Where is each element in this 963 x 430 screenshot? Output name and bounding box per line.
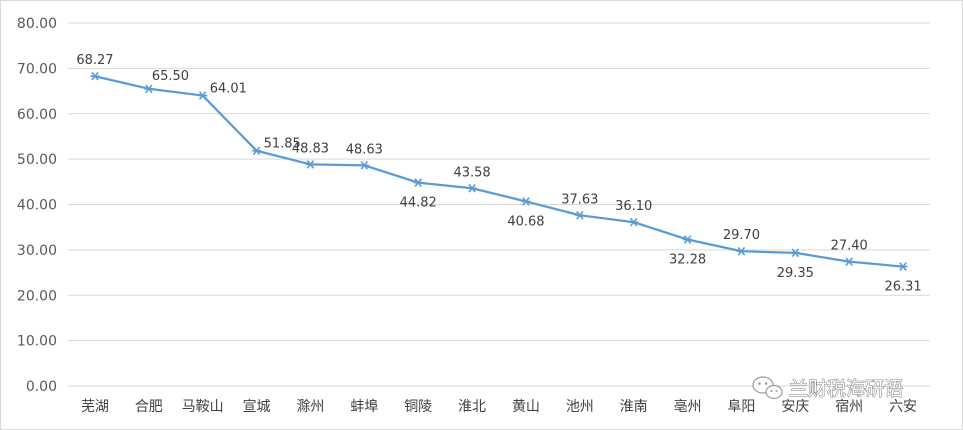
- data-label: 44.82: [400, 196, 437, 211]
- x-category-label: 宣城: [243, 399, 271, 415]
- x-category-label: 铜陵: [404, 399, 432, 415]
- x-category-label: 黄山: [512, 398, 540, 415]
- data-point-marker: [844, 257, 854, 267]
- y-tick-label: 10.00: [17, 334, 57, 350]
- x-axis-categories: 芜湖 合肥 马鞍山 宣城 滁州 蚌埠 铜陵 淮北 黄山 池州 淮南 亳州 阜阳 安庆 宿州 六安: [81, 398, 917, 415]
- data-point-marker: [736, 246, 746, 256]
- x-category-label: 宿州: [835, 398, 863, 415]
- watermark-text: 兰财税海研语: [789, 378, 903, 400]
- data-label: 40.68: [507, 214, 544, 229]
- y-tick-label: 50.00: [17, 152, 57, 168]
- data-label: 51.85: [264, 137, 301, 152]
- y-tick-label: 40.00: [17, 198, 57, 214]
- x-category-label: 滁州: [296, 399, 324, 415]
- x-category-label: 淮南: [620, 399, 648, 415]
- y-tick-label: 70.00: [17, 61, 57, 77]
- y-tick-label: 20.00: [17, 288, 57, 304]
- watermark: 兰财税海研语: [752, 376, 904, 401]
- x-category-label: 亳州: [674, 398, 702, 415]
- data-label: 65.50: [152, 69, 189, 84]
- y-tick-label: 60.00: [17, 107, 57, 123]
- data-point-marker: [575, 210, 585, 220]
- data-point-marker: [467, 183, 477, 193]
- data-label: 68.27: [76, 53, 113, 68]
- data-point-marker: [521, 197, 531, 206]
- data-label: 36.10: [615, 199, 652, 214]
- data-point-marker: [305, 160, 315, 169]
- x-category-label: 淮北: [458, 399, 486, 415]
- x-category-label: 合肥: [135, 399, 163, 415]
- data-point-marker: [898, 262, 908, 271]
- data-point-marker: [90, 71, 100, 81]
- x-category-label: 芜湖: [81, 398, 109, 415]
- data-point-marker: [359, 161, 369, 170]
- x-category-label: 蚌埠: [350, 398, 378, 415]
- y-axis-ticks: 0.00 10.00 20.00 30.00 40.00 50.00 60.00 70.00 8…: [17, 16, 57, 395]
- data-label: 29.35: [777, 266, 814, 281]
- data-label: 26.31: [884, 280, 921, 295]
- data-label: 48.63: [346, 142, 383, 157]
- x-category-label: 阜阳: [727, 398, 755, 415]
- x-category-label: 六安: [889, 399, 917, 415]
- data-label: 48.83: [292, 141, 329, 156]
- data-label: 32.28: [669, 253, 706, 268]
- series-line: [94, 75, 904, 268]
- y-tick-label: 0.00: [26, 379, 57, 395]
- data-label: 43.58: [453, 165, 490, 180]
- series-markers: [90, 71, 908, 271]
- x-category-label: 安庆: [781, 399, 809, 415]
- data-label: 29.70: [723, 228, 760, 243]
- data-point-marker: [413, 178, 423, 187]
- wechat-icon: [752, 376, 783, 400]
- data-point-marker: [144, 84, 154, 94]
- y-tick-label: 80.00: [17, 16, 57, 32]
- data-point-marker: [629, 217, 639, 227]
- data-label: 64.01: [210, 82, 247, 97]
- data-label: 27.40: [831, 239, 868, 254]
- x-category-label: 池州: [566, 399, 594, 415]
- data-point-marker: [252, 146, 262, 156]
- data-label: 37.63: [561, 192, 598, 207]
- data-point-marker: [790, 248, 800, 258]
- y-tick-label: 30.00: [17, 243, 57, 259]
- x-category-label: 马鞍山: [182, 399, 224, 415]
- data-point-marker: [683, 235, 693, 244]
- series-line-path: [94, 75, 904, 268]
- gridlines: [68, 22, 930, 387]
- data-point-marker: [198, 91, 208, 100]
